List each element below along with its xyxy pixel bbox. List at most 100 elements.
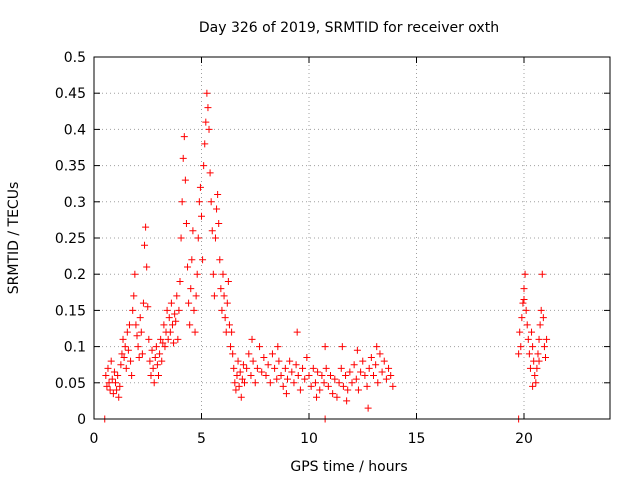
data-point — [151, 353, 159, 361]
data-point — [282, 390, 290, 398]
data-point — [190, 306, 198, 314]
data-point — [113, 386, 121, 394]
x-tick-label: 5 — [197, 431, 206, 447]
data-point — [203, 89, 211, 97]
data-point — [199, 256, 207, 264]
data-point — [156, 350, 164, 358]
data-point — [346, 368, 354, 376]
data-point — [320, 379, 328, 387]
data-point — [516, 328, 524, 336]
data-point — [119, 335, 127, 343]
data-point — [138, 350, 146, 358]
data-point — [521, 270, 529, 278]
data-point — [331, 375, 339, 383]
data-point — [535, 335, 543, 343]
data-point — [177, 234, 185, 242]
data-point — [350, 361, 358, 369]
data-point — [200, 162, 208, 170]
data-point — [357, 368, 365, 376]
data-point — [230, 364, 238, 372]
data-point — [314, 368, 322, 376]
data-point — [124, 346, 132, 354]
y-tick-label: 0.5 — [64, 50, 86, 66]
data-point — [195, 198, 203, 206]
data-point — [135, 353, 143, 361]
data-point — [128, 372, 136, 380]
data-point — [218, 306, 226, 314]
data-point — [121, 343, 129, 351]
data-point — [370, 372, 377, 380]
data-point — [210, 292, 218, 300]
data-point — [132, 321, 140, 329]
data-point — [333, 393, 341, 401]
data-point — [277, 372, 285, 380]
data-point — [204, 104, 212, 112]
data-point — [260, 353, 268, 361]
data-points — [101, 89, 551, 423]
data-point — [185, 299, 193, 307]
data-point — [217, 285, 225, 293]
data-point — [118, 350, 126, 358]
data-point — [311, 379, 319, 387]
data-point — [367, 353, 375, 361]
y-tick-label: 0.45 — [55, 86, 86, 102]
data-point — [378, 368, 386, 376]
data-point — [293, 328, 301, 336]
data-point — [288, 368, 296, 376]
data-point — [529, 382, 537, 390]
data-point — [307, 382, 315, 390]
data-point — [192, 292, 200, 300]
data-point — [205, 125, 213, 133]
data-point — [229, 350, 237, 358]
data-point — [237, 393, 245, 401]
data-point — [374, 379, 382, 387]
data-point — [105, 379, 113, 387]
data-point — [540, 343, 548, 351]
data-point — [543, 335, 551, 343]
data-point — [179, 154, 187, 162]
data-point — [353, 346, 361, 354]
data-point — [231, 379, 239, 387]
data-point — [239, 361, 247, 369]
data-point — [108, 375, 116, 383]
data-point — [209, 270, 217, 278]
y-tick-label: 0.3 — [64, 195, 86, 211]
data-point — [171, 310, 179, 318]
data-point — [137, 328, 145, 336]
data-point — [348, 379, 356, 387]
data-point — [158, 357, 166, 365]
data-point — [134, 343, 142, 351]
data-point — [515, 350, 523, 358]
y-tick-label: 0.15 — [55, 303, 86, 319]
data-point — [188, 256, 196, 264]
data-point — [211, 234, 219, 242]
data-point — [122, 364, 130, 372]
y-tick-label: 0.25 — [55, 231, 86, 247]
data-point — [136, 314, 144, 322]
data-point — [117, 361, 125, 369]
tick-labels: 0 5 10 15 20 0 0.05 0.1 0.15 0.2 0.25 0.3 0.35 0.4 0.4… — [55, 50, 533, 447]
data-point — [301, 375, 309, 383]
data-point — [376, 350, 384, 358]
data-point — [275, 357, 283, 365]
data-point — [342, 372, 350, 380]
data-point — [149, 364, 157, 372]
data-point — [372, 361, 380, 369]
data-point — [173, 292, 181, 300]
data-point — [382, 375, 390, 383]
data-point — [216, 256, 224, 264]
data-point — [180, 133, 188, 141]
data-point — [279, 382, 287, 390]
data-point — [264, 361, 272, 369]
data-point — [359, 357, 367, 365]
data-point — [223, 299, 231, 307]
data-point — [182, 220, 190, 228]
data-point — [233, 372, 241, 380]
data-point — [235, 382, 243, 390]
data-point — [225, 321, 233, 329]
data-point — [152, 343, 160, 351]
x-axis-label: GPS time / hours — [290, 459, 407, 475]
data-point — [155, 372, 162, 380]
data-point — [157, 335, 165, 343]
